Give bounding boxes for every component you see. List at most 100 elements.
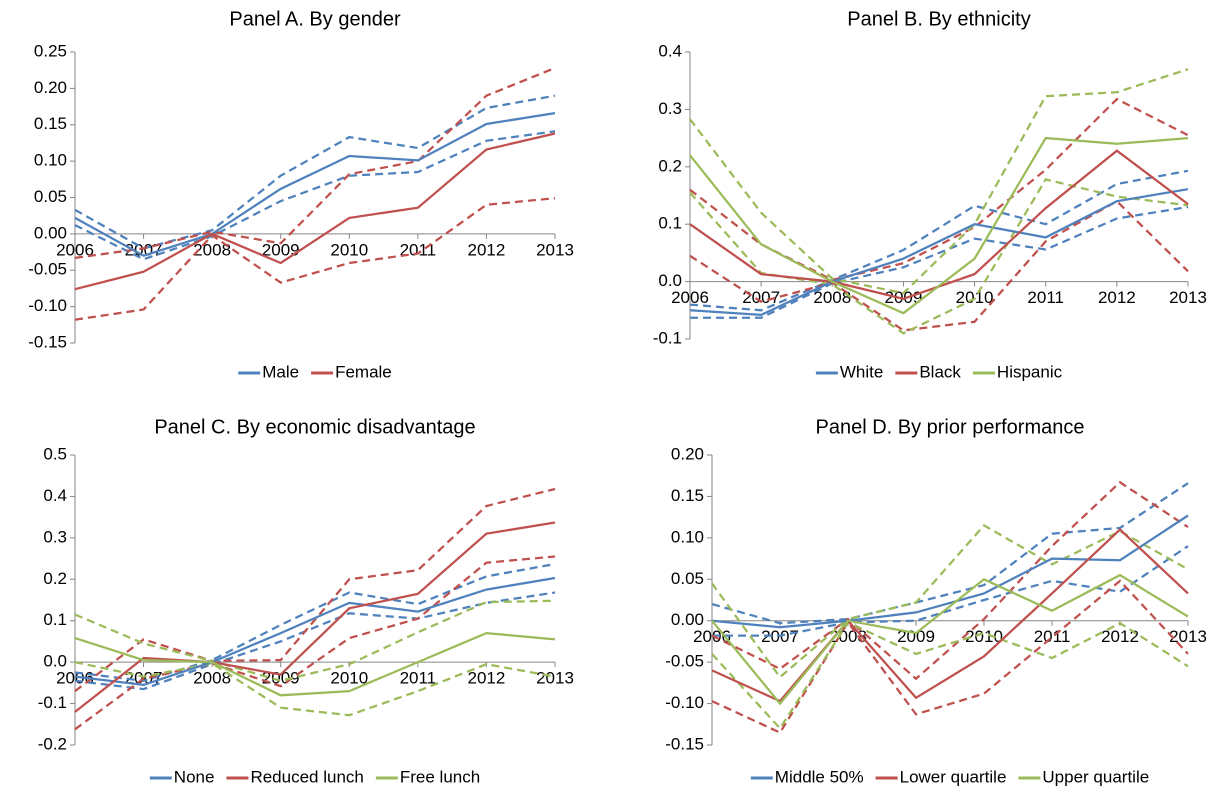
x-tick-label: 2008 [193,669,231,688]
y-tick-label: -0.05 [665,652,704,671]
ci-line [689,169,1189,312]
y-tick-label: 0.3 [658,99,682,118]
series-line [689,136,1189,315]
x-tick-label: 2013 [1169,288,1207,307]
x-tick-label: 2006 [56,669,94,688]
x-tick-label: 2011 [1027,288,1064,307]
y-tick-label: 0.3 [43,527,67,546]
legend-label: Free lunch [400,767,480,786]
ci-line [74,660,556,717]
legend-label: Female [335,362,392,381]
series-line [74,521,556,713]
x-tick-label: 2006 [56,240,94,259]
x-tick-label: 2012 [1098,288,1136,307]
ci-line [74,555,556,731]
ci-line [74,487,556,692]
y-tick-label: 0.15 [671,486,704,505]
y-tick-label: 0.00 [671,610,704,629]
x-tick-label: 2011 [400,240,437,259]
ci-line [689,199,1189,332]
y-tick-label: 0.4 [43,486,67,505]
x-tick-label: 2010 [330,240,368,259]
y-tick-label: -0.10 [665,693,704,712]
y-tick-label: 0.10 [671,527,704,546]
ci-line [74,197,556,321]
y-tick-label: 0.5 [43,444,67,463]
chart-title: Panel B. By ethnicity [847,8,1030,30]
ci-line [74,599,556,682]
ci-line [689,68,1189,295]
series-line [711,573,1189,706]
series-line [74,111,556,257]
y-tick-label: 0.2 [658,156,682,175]
x-tick-label: 2011 [1034,627,1071,646]
x-tick-label: 2012 [468,669,506,688]
ci-line [74,591,556,691]
chart-title: Panel D. By prior performance [815,416,1084,438]
y-tick-label: 0.10 [34,151,67,170]
series-line [74,132,556,291]
x-tick-label: 2013 [536,669,574,688]
y-tick-label: -0.05 [28,260,67,279]
y-tick-label: 0.20 [671,444,704,463]
legend-label: White [840,362,883,381]
x-tick-label: 2012 [1101,627,1139,646]
y-tick-label: -0.10 [28,296,67,315]
y-tick-label: 0.2 [43,569,67,588]
y-tick-label: -0.2 [38,734,67,753]
series-line [74,631,556,697]
legend-label: Hispanic [997,362,1063,381]
legend-label: Reduced lunch [250,767,363,786]
y-tick-label: 0.05 [34,187,67,206]
ci-line [74,66,556,260]
ci-line [74,130,556,261]
y-tick-label: 0.15 [34,114,67,133]
legend-label: Male [262,362,299,381]
x-tick-label: 2007 [742,288,780,307]
x-tick-label: 2008 [813,288,851,307]
x-tick-label: 2006 [671,288,709,307]
y-tick-label: 0.25 [34,41,67,60]
y-tick-label: -0.15 [665,734,704,753]
ci-line [74,562,556,682]
x-tick-label: 2009 [885,288,923,307]
y-tick-label: -0.1 [38,693,67,712]
y-tick-label: 0.05 [671,569,704,588]
ci-line [74,94,556,250]
series-line [689,149,1189,300]
x-tick-label: 2010 [330,669,368,688]
legend-label: Middle 50% [775,767,864,786]
y-tick-label: 0.1 [43,610,67,629]
legend-label: None [174,767,215,786]
ci-line [689,97,1189,282]
x-tick-label: 2013 [536,240,574,259]
y-tick-label: 0.00 [34,223,67,242]
legend-label: Lower quartile [900,767,1007,786]
y-tick-label: 0.20 [34,78,67,97]
ci-line [711,482,1189,625]
ci-line [690,205,1189,319]
x-tick-label: 2011 [400,669,437,688]
legend-label: Upper quartile [1042,767,1149,786]
ci-line [711,523,1189,679]
ci-line [711,620,1189,731]
series-line [689,188,1189,317]
x-tick-label: 2009 [262,240,300,259]
series-line [74,576,556,687]
ci-line [711,579,1189,735]
y-tick-label: 0.0 [43,652,67,671]
ci-line [711,480,1189,681]
chart-title: Panel C. By economic disadvantage [154,416,475,438]
x-tick-label: 2012 [468,240,506,259]
y-tick-label: 0.1 [658,214,682,233]
x-tick-label: 2010 [965,627,1003,646]
y-tick-label: 0.4 [658,41,682,60]
series-line [711,528,1189,703]
y-tick-label: 0.0 [658,271,682,290]
y-tick-label: -0.1 [653,328,682,347]
x-tick-label: 2013 [1169,627,1207,646]
chart-title: Panel A. By gender [229,8,401,30]
series-line [711,514,1189,629]
legend-label: Black [919,362,961,381]
